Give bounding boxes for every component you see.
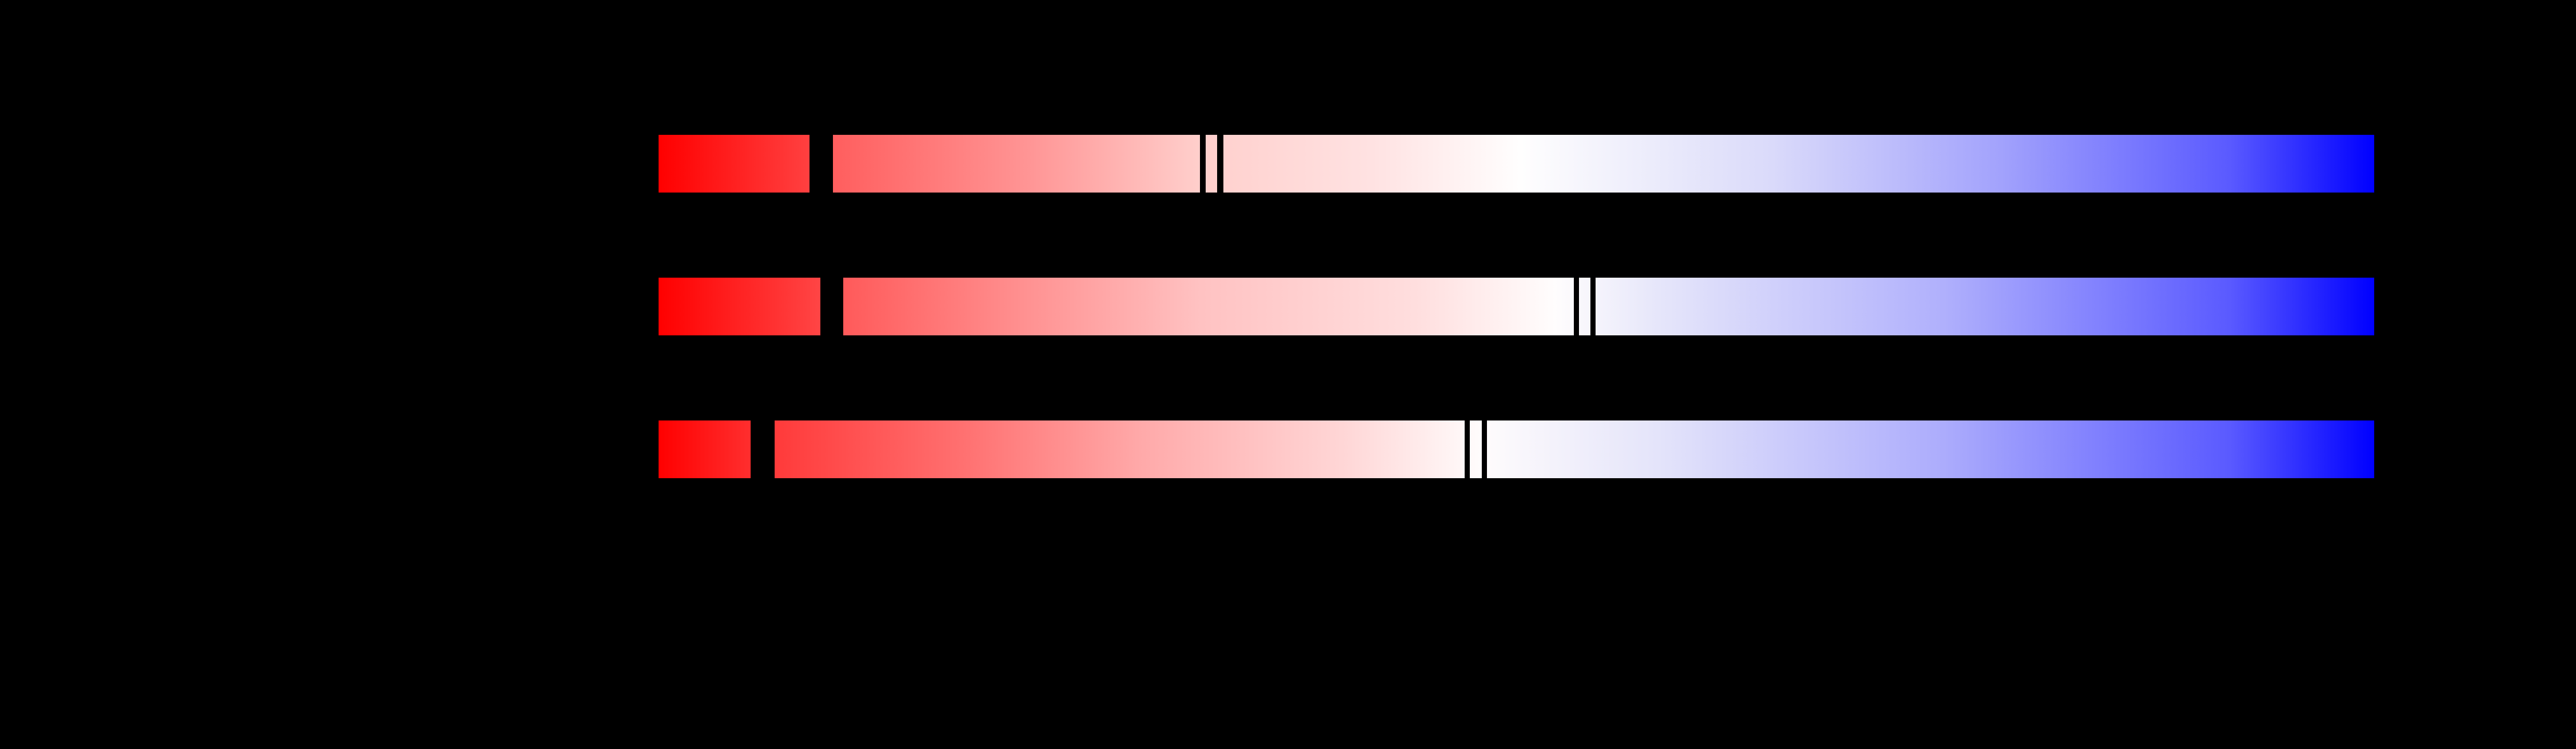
gap-mask: [751, 420, 775, 478]
gap-mask: [820, 278, 843, 335]
gradient-strip: [659, 420, 2374, 478]
gradient-strip: [659, 278, 2374, 335]
tick-mark-left: [1465, 420, 1470, 478]
gradient-bar-row-1: [659, 135, 2374, 193]
tick-mark-right: [1590, 278, 1596, 335]
gap-mask: [810, 135, 833, 193]
tick-mark-right: [1482, 420, 1487, 478]
gradient-bar-row-2: [659, 278, 2374, 335]
tick-mark-left: [1574, 278, 1579, 335]
gradient-strip: [659, 135, 2374, 193]
tick-mark-right: [1217, 135, 1223, 193]
tick-mark-left: [1200, 135, 1206, 193]
gradient-bar-row-3: [659, 420, 2374, 478]
